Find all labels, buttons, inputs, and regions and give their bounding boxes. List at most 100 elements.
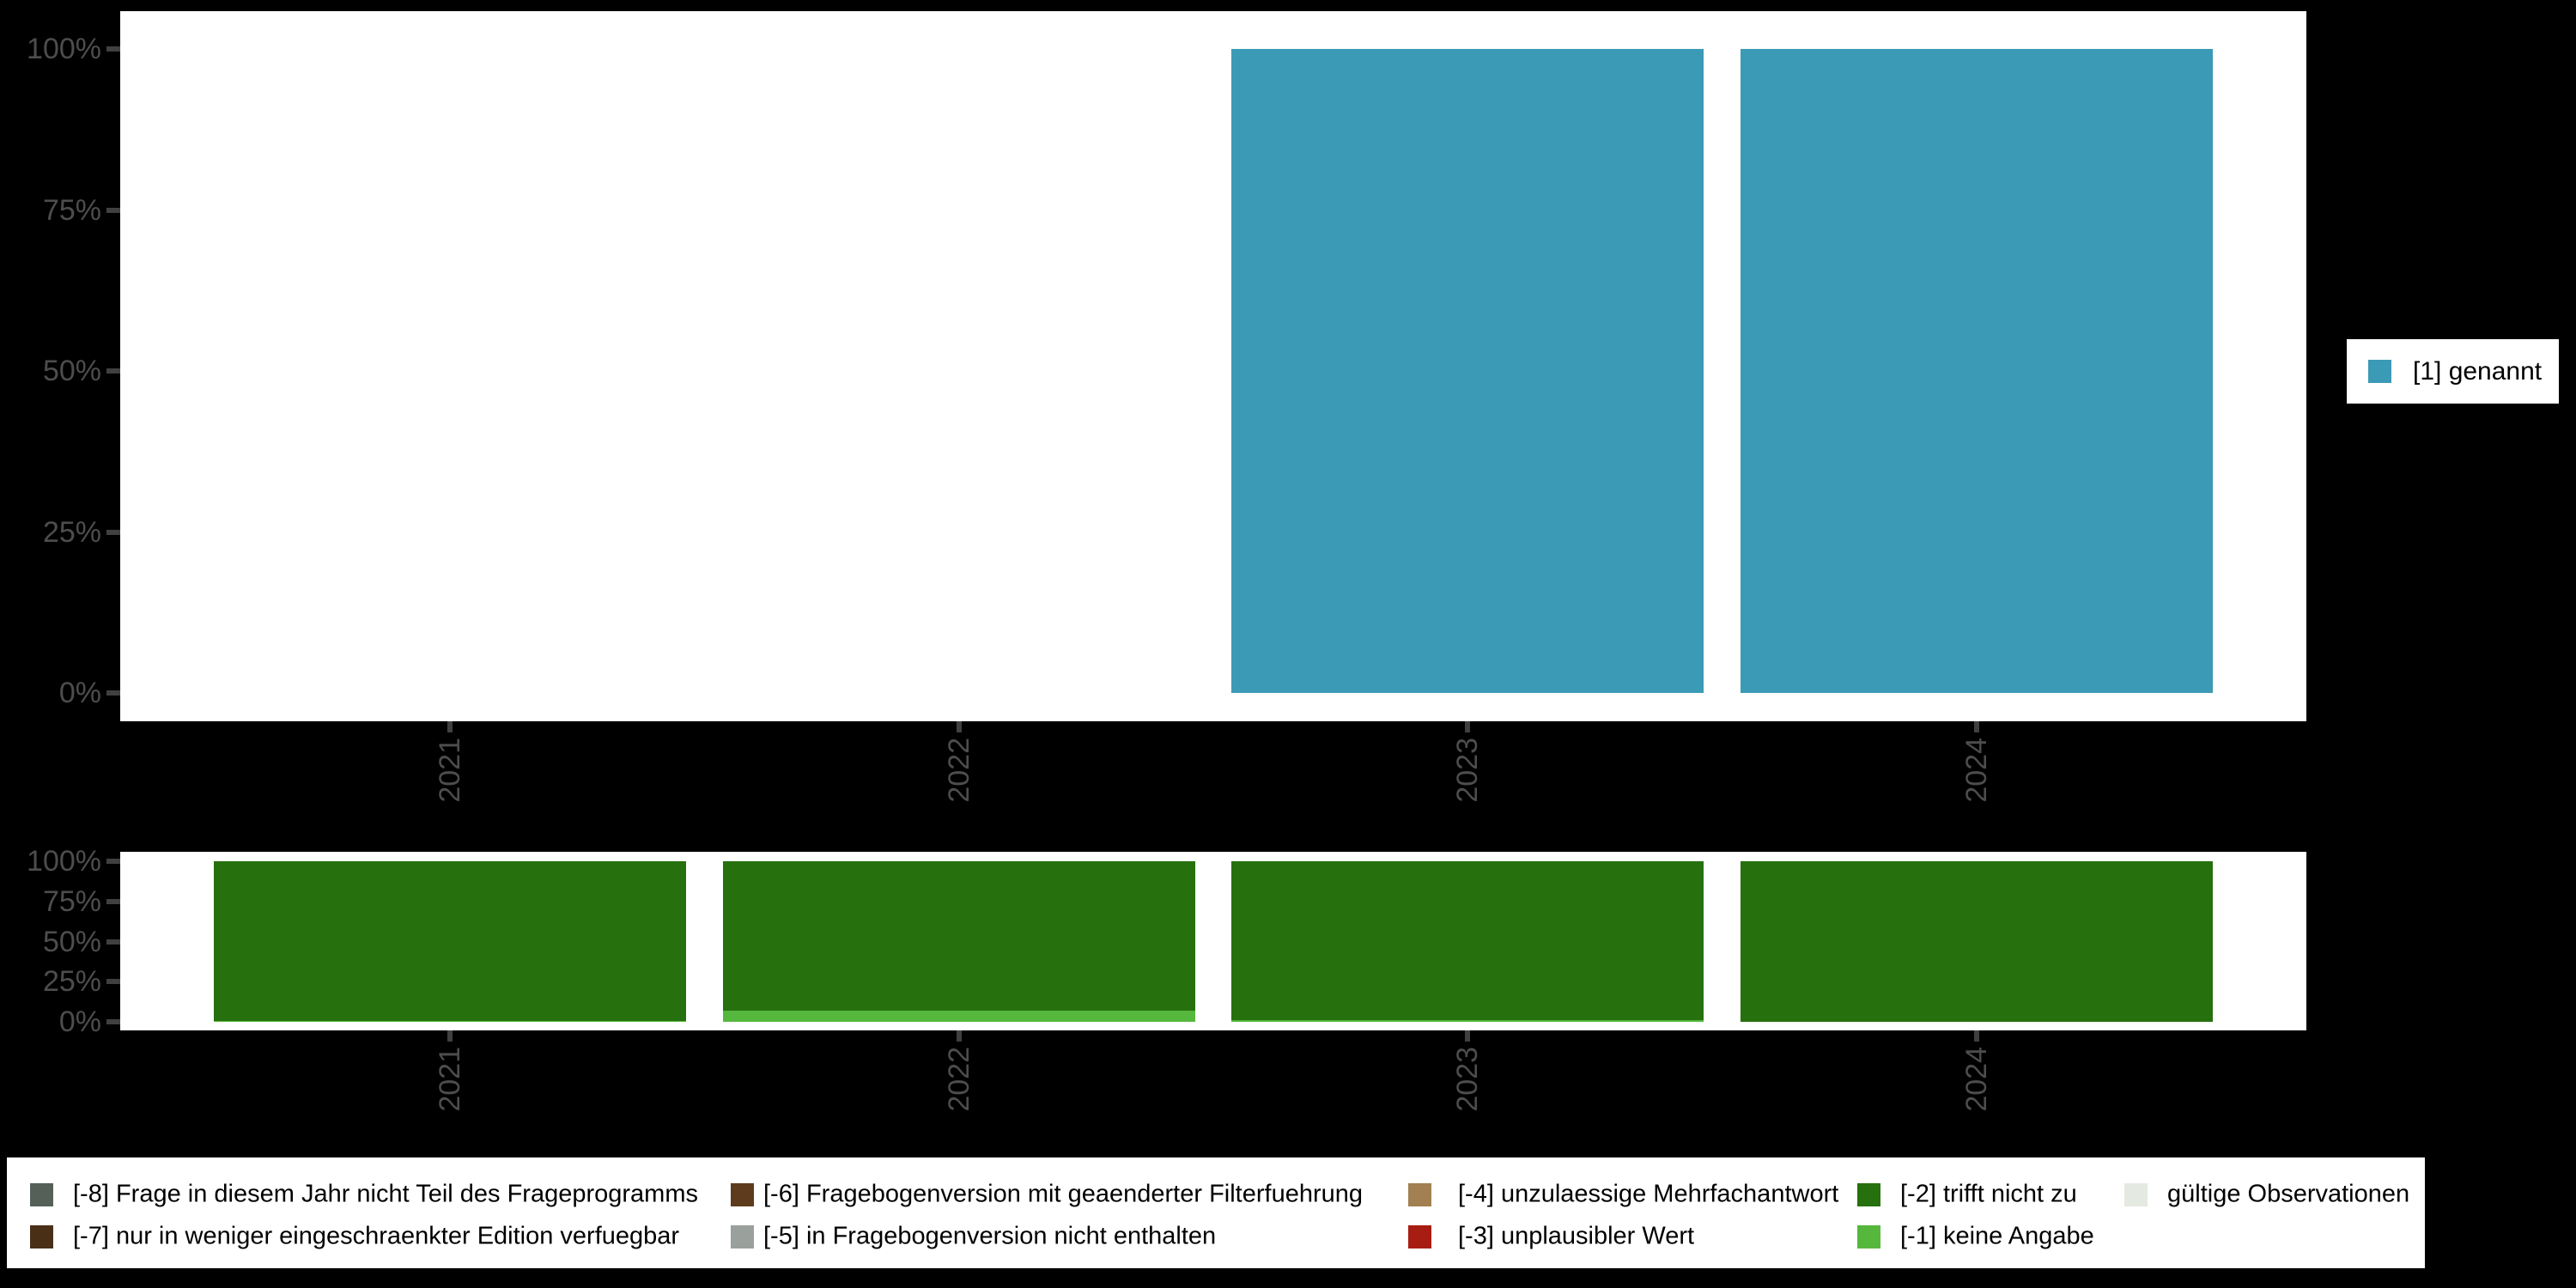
x-tick-label: 2021 (434, 1047, 467, 1112)
y-tick-label: 25% (42, 965, 101, 999)
x-tick-label: 2023 (1451, 738, 1485, 803)
x-tick-mark (956, 1030, 962, 1042)
y-tick-label: 0% (58, 1005, 101, 1038)
x-tick-mark (1465, 1030, 1471, 1042)
bar-2024 (1740, 49, 2213, 693)
bar-2023 (1231, 49, 1704, 693)
top-chart-panel: 100% 75% 50% 25% 0% 2021 2022 2023 2024 (27, 11, 2306, 803)
y-tick-label: 100% (27, 33, 101, 65)
legend-label: [-6] Fragebogenversion mit geaenderter F… (763, 1180, 1363, 1208)
x-tick-label: 2024 (1959, 738, 1993, 803)
legend-swatch (30, 1225, 53, 1249)
x-tick-mark (447, 721, 453, 732)
x-tick-label: 2022 (942, 738, 975, 803)
bar-2021 (214, 861, 687, 1022)
legend-label: [-2] trifft nicht zu (1900, 1180, 2077, 1208)
y-tick-label: 100% (27, 845, 101, 878)
bar-2023 (1231, 861, 1704, 1022)
y-tick-mark (106, 207, 120, 213)
y-tick-label: 0% (58, 677, 101, 709)
y-tick-label: 50% (42, 925, 101, 958)
bar-2021 (214, 49, 686, 693)
y-tick-mark (106, 690, 120, 696)
x-tick-slot: 2021 (196, 1030, 705, 1112)
legend-label: [-5] in Fragebogenversion nicht enthalte… (763, 1222, 1217, 1250)
bar-slot-2024 (1722, 861, 2232, 1022)
x-tick-label: 2022 (942, 1047, 975, 1112)
genannt-legend-label: [1] genannt (2413, 356, 2543, 386)
legend-swatch (1408, 1183, 1431, 1206)
top-x-axis: 2021 2022 2023 2024 (120, 721, 2306, 803)
bottom-scale-area (120, 861, 2306, 1022)
top-y-axis: 100% 75% 50% 25% 0% (0, 34, 120, 708)
y-tick-mark (106, 368, 120, 374)
legend-label: [-1] keine Angabe (1900, 1222, 2094, 1250)
bottom-plot-area (120, 861, 2306, 1022)
bar-segment (722, 861, 1195, 1011)
right-legend: [1] genannt (2347, 339, 2559, 404)
bottom-y-axis: 100% 75% 50% 25% 0% (0, 847, 120, 1036)
bar-slot-2021 (196, 861, 705, 1022)
x-tick-slot: 2023 (1213, 721, 1722, 803)
bar-slot-2022 (705, 861, 1214, 1022)
x-tick-slot: 2023 (1213, 1030, 1722, 1112)
x-tick-mark (1465, 721, 1471, 732)
legend-label: [-8] Frage in diesem Jahr nicht Teil des… (73, 1180, 698, 1208)
y-tick-mark (106, 979, 120, 985)
x-tick-slot: 2024 (1722, 721, 2232, 803)
y-tick-label: 50% (42, 355, 101, 387)
y-tick-mark (106, 859, 120, 864)
bar-slot-2023 (1213, 49, 1722, 693)
legend-swatch (731, 1183, 754, 1206)
bottom-chart-panel: 100% 75% 50% 25% 0% 2021 2022 2023 2024 (27, 847, 2306, 1112)
y-tick-mark (106, 1019, 120, 1024)
y-tick-mark (106, 939, 120, 945)
legend-label: gültige Observationen (2167, 1180, 2410, 1208)
bar-segment (1231, 861, 1704, 1021)
bar-segment (1740, 49, 2213, 693)
x-tick-mark (956, 721, 962, 732)
y-tick-label: 75% (42, 193, 101, 227)
bar-slot-2021 (196, 49, 705, 693)
x-tick-label: 2024 (1959, 1047, 1993, 1112)
x-tick-label: 2021 (434, 738, 467, 803)
genannt-legend-swatch (2368, 360, 2391, 383)
bottom-legend: [-8] Frage in diesem Jahr nicht Teil des… (7, 1157, 2425, 1268)
bar-slot-2024 (1722, 49, 2232, 693)
y-tick-mark (106, 898, 120, 904)
bar-segment (1231, 1020, 1704, 1022)
x-tick-slot: 2024 (1722, 1030, 2232, 1112)
top-scale-area (120, 49, 2306, 693)
bar-slot-2023 (1213, 861, 1722, 1022)
legend-swatch (731, 1225, 754, 1249)
bar-slot-2022 (705, 49, 1214, 693)
legend-swatch (1857, 1225, 1880, 1249)
bottom-x-axis: 2021 2022 2023 2024 (120, 1030, 2306, 1112)
bar-segment (1231, 49, 1704, 693)
legend-swatch (2124, 1183, 2148, 1206)
bar-segment (214, 861, 687, 1021)
y-tick-label: 75% (42, 884, 101, 918)
y-tick-mark (106, 529, 120, 535)
bar-2024 (1740, 861, 2213, 1022)
x-tick-slot: 2022 (705, 721, 1214, 803)
top-plot-area (120, 49, 2306, 693)
y-tick-mark (106, 46, 120, 52)
x-tick-label: 2023 (1451, 1047, 1485, 1112)
x-tick-mark (1973, 721, 1979, 732)
x-tick-mark (1973, 1030, 1979, 1042)
legend-label: [-3] unplausibler Wert (1458, 1222, 1695, 1250)
legend-swatch (1857, 1183, 1880, 1206)
x-tick-mark (447, 1030, 453, 1042)
bar-segment (214, 1020, 687, 1022)
x-tick-slot: 2021 (196, 721, 705, 803)
legend-swatch (30, 1183, 53, 1206)
legend-swatch (1408, 1225, 1431, 1249)
x-tick-slot: 2022 (705, 1030, 1214, 1112)
y-tick-label: 25% (42, 515, 101, 549)
legend-label: [-4] unzulaessige Mehrfachantwort (1458, 1180, 1839, 1208)
legend-label: [-7] nur in weniger eingeschraenkter Edi… (73, 1222, 680, 1250)
bar-2022 (722, 861, 1195, 1022)
bar-segment (722, 1010, 1195, 1022)
